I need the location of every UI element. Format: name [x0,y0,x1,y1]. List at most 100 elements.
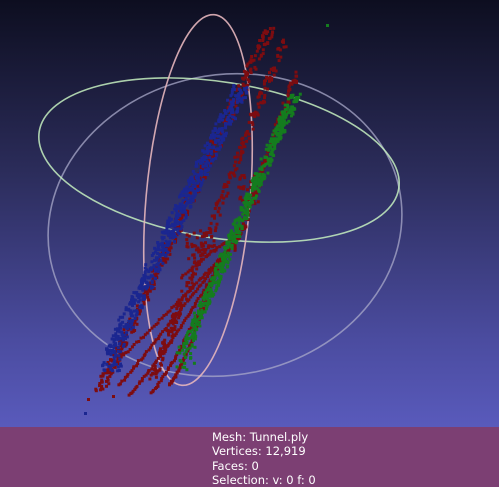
point [241,96,245,100]
point [100,378,104,382]
point [154,248,158,252]
point [84,412,87,415]
point [162,258,166,262]
point [288,81,292,85]
point [115,360,119,364]
point [276,54,280,58]
point [266,41,270,45]
point [187,281,191,285]
point [295,79,299,83]
point [183,365,187,369]
point [142,292,146,296]
point [213,214,216,218]
trackball-ring-z[interactable] [20,41,431,408]
point [264,31,267,35]
point [173,325,177,329]
point [220,266,224,270]
point [191,271,195,275]
point [235,235,239,238]
point [283,129,287,132]
point [289,110,292,114]
point [221,201,225,205]
point [124,308,128,312]
point [164,230,168,234]
point [262,31,266,35]
point [181,199,185,203]
point [159,332,163,336]
point [190,343,194,347]
point [195,319,199,323]
point [192,361,196,365]
point [98,382,102,385]
point [258,184,262,188]
point [112,340,116,344]
point [232,232,236,236]
point [213,216,216,220]
point [203,176,207,179]
point [209,249,213,253]
point [179,326,183,330]
point [130,369,134,373]
point [236,237,240,241]
point [200,181,204,184]
point [218,127,222,131]
point [116,365,120,369]
point [216,134,220,138]
trackball-ring-y[interactable] [27,54,411,265]
point [146,283,150,287]
point [159,259,163,263]
point [227,235,231,239]
point [129,319,133,323]
point [220,138,224,142]
point [282,119,286,123]
point [183,302,187,306]
point [158,242,162,246]
point [176,304,180,308]
point [119,339,123,343]
point [189,326,193,330]
point [189,205,193,209]
point [233,168,237,172]
point [228,114,232,118]
point [133,387,137,391]
point [281,115,285,119]
point [215,222,219,226]
point [201,178,205,182]
point [235,226,239,230]
point [225,194,229,198]
point [271,153,275,157]
point [201,257,205,261]
point-cloud-scene[interactable] [0,0,499,427]
point [217,198,221,202]
point [191,284,195,288]
point [233,245,237,249]
point [207,268,211,272]
point [202,164,205,168]
point [199,307,203,311]
point [150,254,154,257]
point [213,207,217,210]
point [173,233,176,236]
point [186,209,190,213]
point [190,245,194,249]
point [130,321,133,325]
point [110,348,114,352]
point [141,288,145,292]
point [241,198,245,202]
point [195,164,199,168]
point [193,311,197,315]
point [258,39,262,42]
point [192,291,196,295]
point [179,209,183,213]
point [152,341,156,345]
point [244,89,248,93]
point [162,373,166,376]
point [131,304,134,307]
point [212,280,216,284]
point [167,243,171,247]
point [185,238,189,242]
point [251,123,255,127]
point [213,229,217,233]
point [192,317,196,321]
